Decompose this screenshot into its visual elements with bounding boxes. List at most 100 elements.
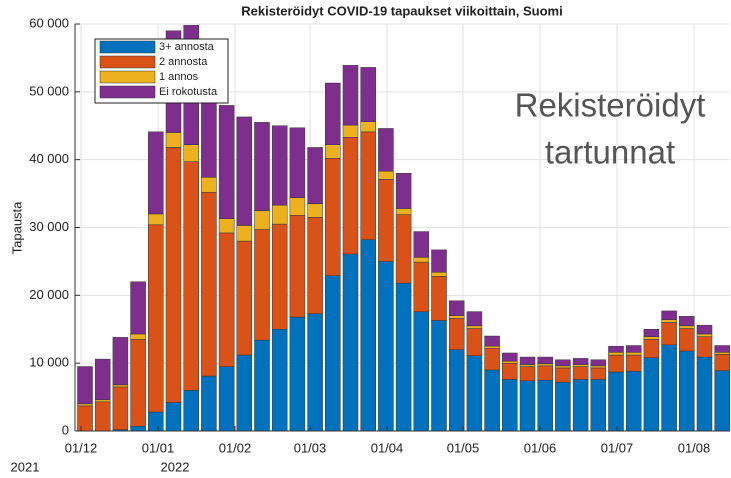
bar-segment xyxy=(537,356,553,365)
bar-segment xyxy=(360,239,376,432)
bar-segment xyxy=(661,322,677,346)
bar-segment xyxy=(342,65,359,126)
bar-segment xyxy=(236,240,253,356)
bar-segment xyxy=(395,282,412,432)
bar-segment xyxy=(148,411,164,432)
x-tick-label: 01/01 xyxy=(142,440,175,455)
bar-segment xyxy=(484,347,500,371)
bar-segment xyxy=(325,144,341,159)
bar-segment xyxy=(325,82,341,145)
legend-swatch xyxy=(99,40,156,54)
bar-segment xyxy=(466,311,483,327)
bar-segment xyxy=(537,363,553,367)
bar-segment xyxy=(466,325,483,329)
bar-segment xyxy=(148,224,164,413)
legend-swatch xyxy=(99,70,156,84)
bar-segment xyxy=(466,355,483,432)
bar-segment xyxy=(590,367,607,380)
bar-segment xyxy=(165,132,182,148)
bar-segment xyxy=(254,210,270,230)
bar-segment xyxy=(289,197,306,216)
bar-segment xyxy=(254,122,270,211)
bar-segment xyxy=(325,275,341,432)
bar-segment xyxy=(679,350,695,432)
legend-label: 3+ annosta xyxy=(159,41,215,53)
bar-segment xyxy=(236,354,253,432)
bar-segment xyxy=(679,328,695,352)
y-tick-label: 60 000 xyxy=(29,15,69,30)
bar-segment xyxy=(519,356,536,365)
bar-segment xyxy=(130,333,146,340)
bar-segment xyxy=(165,147,182,403)
x-tick-label: 01/05 xyxy=(447,440,480,455)
bar-segment xyxy=(201,91,217,178)
legend: 3+ annosta 2 annosta 1 annos Ei rokotusta xyxy=(94,38,229,104)
bar-segment xyxy=(148,131,164,215)
bar-segment xyxy=(130,339,146,427)
legend-swatch xyxy=(99,55,156,69)
bar-segment xyxy=(378,179,394,262)
bar-segment xyxy=(130,426,146,432)
y-tick-label: 30 000 xyxy=(29,219,69,234)
bar-segment xyxy=(590,365,607,369)
bar-segment xyxy=(254,229,270,341)
bar-segment xyxy=(77,366,93,405)
bar-segment xyxy=(448,300,465,316)
bar-segment xyxy=(218,366,235,432)
bar-segment xyxy=(625,354,642,372)
bar-segment xyxy=(519,366,536,382)
x-tick-label: 01/07 xyxy=(601,440,634,455)
bar-segment xyxy=(289,316,306,432)
bar-segment xyxy=(413,311,430,432)
bar-segment xyxy=(519,364,536,367)
bar-segment xyxy=(395,208,412,215)
bar-segment xyxy=(378,170,394,180)
bar-segment xyxy=(608,371,624,432)
bar-segment xyxy=(378,128,394,172)
bar-segment xyxy=(112,386,129,430)
chart-title: Rekisteröidyt COVID-19 tapaukset viikoit… xyxy=(241,3,562,18)
bar-segment xyxy=(271,223,288,330)
bar-segment xyxy=(413,261,430,312)
y-tick-label: 0 xyxy=(62,422,69,437)
legend-label: Ei rokotusta xyxy=(159,86,218,98)
bar-segment xyxy=(201,177,217,193)
bar-segment xyxy=(431,276,447,321)
bar-segment xyxy=(77,405,93,432)
year-label: 2022 xyxy=(161,459,190,474)
bar-segment xyxy=(360,131,376,240)
bar-segment xyxy=(679,325,695,329)
bar-segment xyxy=(625,371,642,432)
bar-segment xyxy=(342,137,359,255)
bar-segment xyxy=(572,358,589,365)
bar-segment xyxy=(112,337,129,386)
bar-segment xyxy=(643,336,660,340)
legend-label: 2 annosta xyxy=(159,56,208,68)
bar-segment xyxy=(643,329,660,337)
bar-segment xyxy=(183,144,199,162)
bar-segment xyxy=(714,370,730,432)
bar-segment xyxy=(502,379,518,432)
bar-segment xyxy=(696,336,713,358)
year-label: 2021 xyxy=(11,459,40,474)
y-tick-label: 40 000 xyxy=(29,151,69,166)
bar-segment xyxy=(395,214,412,284)
bar-segment xyxy=(696,324,713,335)
bar-segment xyxy=(94,401,111,432)
bar-segment xyxy=(94,358,111,401)
bar-segment xyxy=(254,339,270,432)
bar-segment xyxy=(431,320,447,432)
bar-segment xyxy=(555,365,571,369)
bar-segment xyxy=(714,354,730,371)
bar-segment xyxy=(661,344,677,432)
bar-segment xyxy=(696,333,713,337)
bar-segment xyxy=(271,329,288,432)
bar-segment xyxy=(696,356,713,432)
x-tick-label: 01/04 xyxy=(371,440,404,455)
bar-segment xyxy=(519,380,536,432)
bar-segment xyxy=(661,319,677,323)
bar-segment xyxy=(77,403,93,407)
bar-segment xyxy=(395,172,412,209)
bar-segment xyxy=(130,281,146,335)
